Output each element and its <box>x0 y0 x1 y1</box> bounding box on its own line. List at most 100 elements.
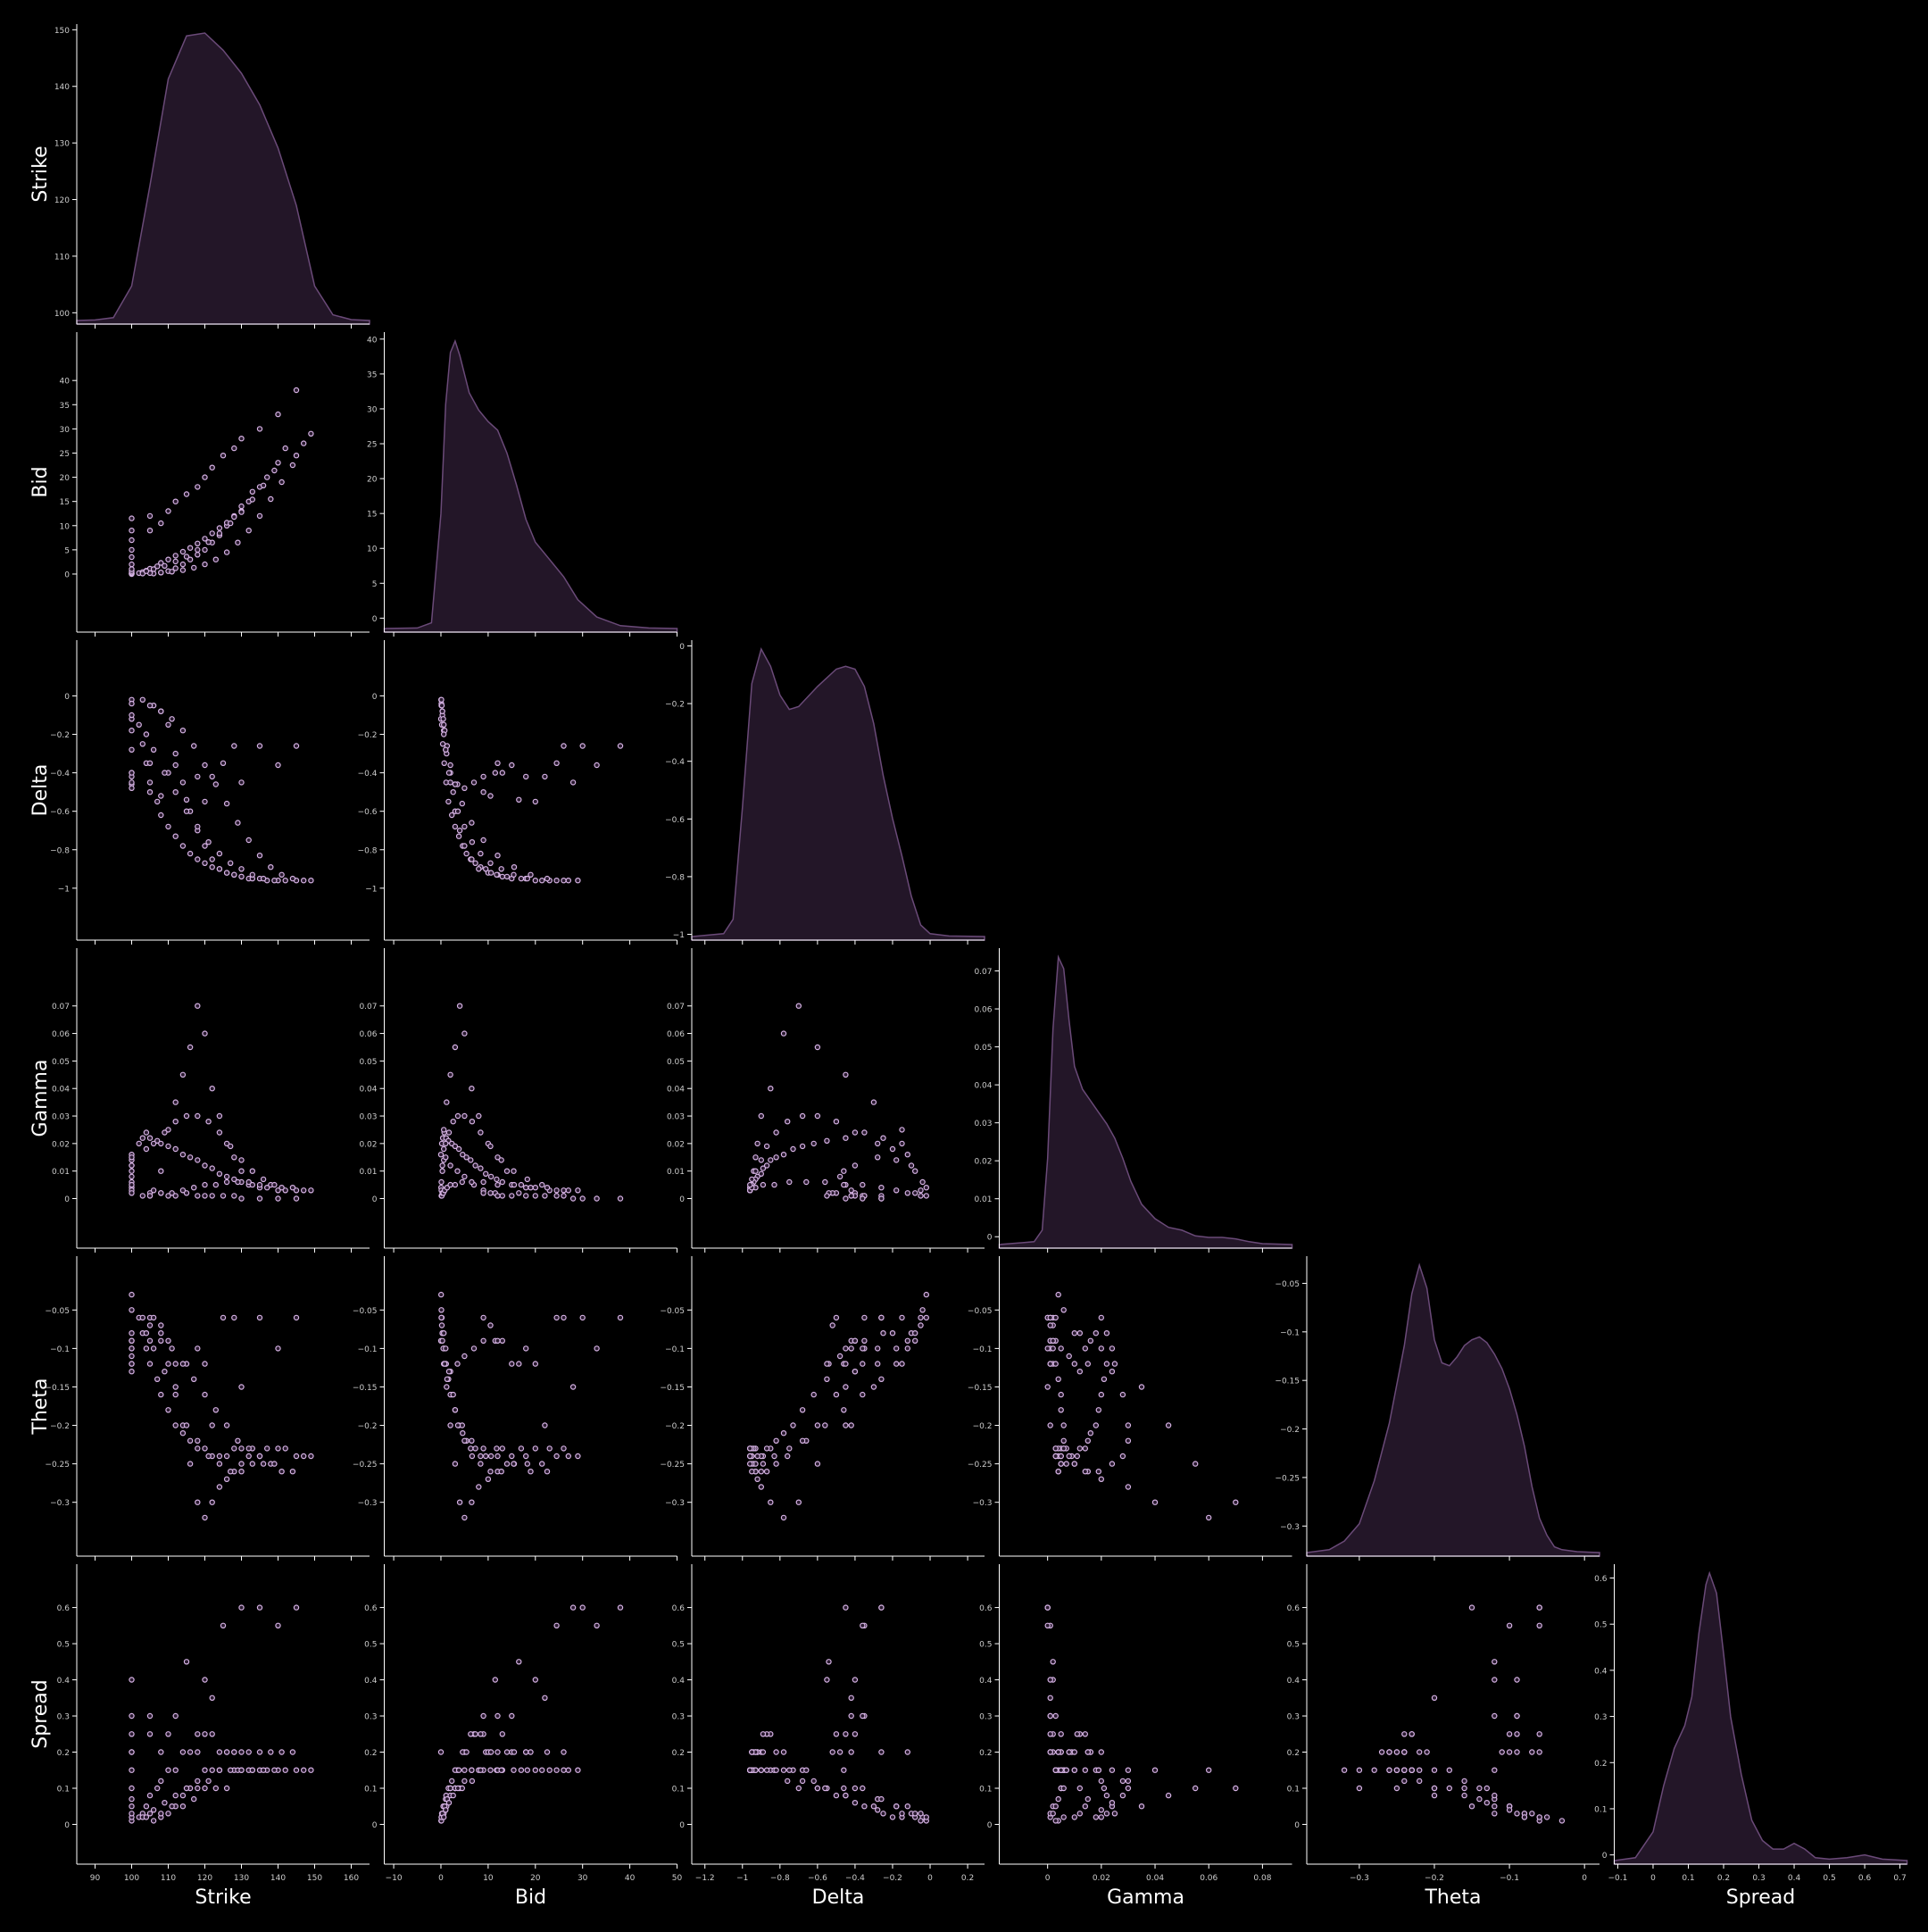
point-spread-theta-87 <box>1401 1778 1408 1785</box>
y-tick-label: −0.2 <box>665 1422 685 1431</box>
panel-theta-vs-strike: −0.3 −0.25 −0.2 −0.15 −0.1 −0.05 <box>45 1256 370 1561</box>
point-theta-strike-50 <box>231 1314 237 1321</box>
point-spread-gamma-63 <box>1044 1604 1051 1611</box>
point-delta-bid-19 <box>445 798 452 805</box>
point-delta-strike-49 <box>231 871 237 879</box>
point-gamma-delta-26 <box>870 1099 877 1105</box>
point-spread-delta-74 <box>822 1785 828 1792</box>
point-spread-bid-84 <box>450 1792 456 1799</box>
point-gamma-strike-71 <box>190 1184 197 1191</box>
x-tick-label: 150 <box>307 1874 322 1883</box>
point-spread-delta-29 <box>843 1792 849 1799</box>
point-spread-theta-53 <box>1468 1604 1475 1611</box>
point-spread-strike-85 <box>183 1785 190 1792</box>
y-tick-label: 150 <box>54 27 70 36</box>
point-spread-gamma-10 <box>1052 1712 1059 1720</box>
point-delta-strike-69 <box>169 716 175 722</box>
point-gamma-bid-3 <box>439 1162 445 1169</box>
point-spread-bid-56 <box>523 1749 529 1755</box>
point-theta-bid-91 <box>511 1461 517 1467</box>
point-delta-bid-73 <box>452 781 459 787</box>
point-theta-bid-41 <box>478 1453 484 1460</box>
x-tick-label: 0 <box>1582 1874 1587 1883</box>
point-spread-strike-64 <box>301 1767 307 1773</box>
point-spread-strike-90 <box>238 1767 245 1773</box>
point-spread-strike-83 <box>162 1799 168 1806</box>
point-spread-delta-0 <box>904 1749 911 1755</box>
point-theta-bid-61 <box>561 1445 567 1452</box>
y-tick-label: 0 <box>1294 1821 1300 1830</box>
point-theta-delta-32 <box>814 1461 821 1467</box>
point-spread-delta-30 <box>780 1749 787 1755</box>
y-tick-label: −1 <box>365 885 377 894</box>
point-theta-strike-34 <box>195 1499 201 1505</box>
point-gamma-bid-0 <box>437 1151 445 1158</box>
y-tick-label: −0.2 <box>358 731 378 740</box>
point-theta-strike-39 <box>202 1361 208 1367</box>
point-spread-delta-89 <box>763 1767 770 1773</box>
point-theta-delta-71 <box>878 1376 885 1383</box>
point-delta-strike-16 <box>146 789 154 795</box>
y-tick-label: −0.6 <box>665 816 685 825</box>
point-delta-bid-40 <box>469 856 475 862</box>
point-theta-delta-46 <box>754 1476 760 1483</box>
point-theta-delta-15 <box>843 1361 849 1367</box>
point-spread-strike-57 <box>256 1604 263 1611</box>
x-tick-label: 0 <box>927 1874 933 1883</box>
point-gamma-delta-20 <box>911 1168 918 1174</box>
y-tick-label: 0.5 <box>1287 1641 1300 1650</box>
y-axis-label-strike: Strike <box>29 146 52 202</box>
point-theta-strike-89 <box>228 1468 234 1475</box>
point-bid-strike-58 <box>264 474 270 480</box>
point-theta-gamma-72 <box>1058 1391 1064 1398</box>
point-gamma-delta-37 <box>780 1030 787 1037</box>
point-theta-gamma-74 <box>1060 1422 1067 1428</box>
y-tick-label: 0.05 <box>52 1058 70 1067</box>
point-gamma-bid-34 <box>456 1003 463 1009</box>
point-spread-gamma-70 <box>1052 1803 1059 1810</box>
point-spread-strike-93 <box>271 1767 278 1773</box>
panel-bid-vs-bid: 0 5 10 15 20 25 30 35 40 <box>367 332 678 637</box>
point-theta-bid-30 <box>460 1429 466 1437</box>
point-delta-bid-93 <box>539 878 545 884</box>
point-gamma-strike-42 <box>209 1193 215 1199</box>
point-bid-strike-6 <box>129 561 135 568</box>
panel-delta-vs-strike: −1 −0.8 −0.6 −0.4 −0.2 0 <box>50 640 370 945</box>
point-spread-theta-0 <box>1514 1749 1520 1755</box>
y-tick-label: 20 <box>60 474 71 483</box>
point-delta-strike-61 <box>282 878 288 884</box>
point-theta-gamma-53 <box>1044 1384 1051 1390</box>
point-spread-bid-86 <box>461 1778 468 1785</box>
point-theta-delta-22 <box>829 1322 835 1328</box>
point-spread-gamma-82 <box>1098 1807 1105 1813</box>
point-delta-strike-21 <box>158 812 164 819</box>
point-theta-strike-93 <box>271 1461 278 1467</box>
point-theta-delta-74 <box>822 1422 828 1428</box>
point-delta-strike-84 <box>172 789 179 795</box>
point-spread-delta-9 <box>843 1731 849 1737</box>
point-spread-strike-29 <box>179 1792 187 1799</box>
point-bid-strike-26 <box>172 565 179 571</box>
point-gamma-delta-0 <box>904 1151 911 1158</box>
point-gamma-bid-73 <box>452 1181 459 1188</box>
point-spread-bid-57 <box>579 1604 586 1611</box>
point-theta-gamma-61 <box>1052 1445 1059 1452</box>
point-spread-theta-80 <box>1386 1749 1392 1755</box>
point-theta-delta-24 <box>799 1407 806 1413</box>
y-tick-label: 0.3 <box>672 1713 685 1722</box>
point-theta-strike-35 <box>195 1445 201 1452</box>
point-gamma-bid-40 <box>469 1085 475 1092</box>
point-spread-theta-68 <box>1514 1811 1520 1817</box>
point-gamma-bid-23 <box>441 1127 447 1133</box>
panel-spread-vs-gamma: 0 0.1 0.2 0.3 0.4 0.5 0.6 0 0.02 0.04 0.06 0.08 <box>979 1564 1292 1883</box>
point-bid-strike-5 <box>129 566 135 572</box>
point-gamma-delta-82 <box>875 1140 881 1147</box>
point-spread-delta-7 <box>841 1767 847 1773</box>
point-theta-gamma-0 <box>1087 1337 1094 1345</box>
point-theta-delta-66 <box>923 1314 930 1321</box>
point-spread-bid-21 <box>449 1778 455 1785</box>
point-gamma-strike-60 <box>275 1195 281 1202</box>
kde-delta <box>691 647 985 941</box>
y-tick-label: 0 <box>1602 1852 1608 1861</box>
point-spread-gamma-40 <box>1151 1767 1159 1773</box>
